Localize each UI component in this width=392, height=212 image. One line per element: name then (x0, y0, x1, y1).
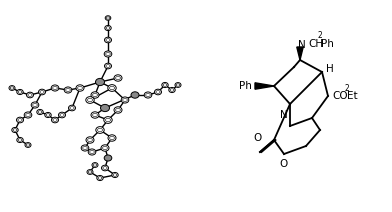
Text: CH: CH (308, 39, 323, 49)
Ellipse shape (92, 163, 98, 167)
Ellipse shape (169, 87, 175, 93)
Ellipse shape (9, 86, 15, 90)
Ellipse shape (104, 51, 112, 57)
Text: H: H (326, 64, 334, 74)
Ellipse shape (58, 112, 65, 118)
Ellipse shape (45, 112, 51, 118)
Text: CO: CO (332, 91, 348, 101)
Ellipse shape (112, 172, 118, 178)
Ellipse shape (31, 102, 39, 108)
Polygon shape (255, 83, 274, 89)
Ellipse shape (105, 63, 111, 69)
Text: N: N (298, 40, 306, 50)
Ellipse shape (12, 127, 18, 132)
Text: Ph: Ph (321, 39, 334, 49)
Ellipse shape (81, 145, 89, 151)
Ellipse shape (91, 92, 99, 98)
Ellipse shape (144, 92, 152, 98)
Ellipse shape (97, 176, 103, 181)
Ellipse shape (162, 82, 168, 88)
Ellipse shape (16, 117, 24, 123)
Ellipse shape (108, 85, 116, 91)
Ellipse shape (91, 112, 99, 118)
Text: Et: Et (347, 91, 358, 101)
Ellipse shape (38, 89, 45, 95)
Ellipse shape (51, 85, 59, 91)
Text: O: O (280, 159, 288, 169)
Ellipse shape (154, 89, 162, 95)
Ellipse shape (86, 137, 94, 143)
Ellipse shape (27, 92, 33, 98)
Ellipse shape (76, 85, 84, 91)
Ellipse shape (104, 155, 112, 161)
Ellipse shape (105, 25, 111, 31)
Text: N: N (280, 110, 288, 120)
Ellipse shape (69, 105, 76, 111)
Ellipse shape (104, 117, 112, 123)
Ellipse shape (64, 87, 72, 93)
Ellipse shape (87, 170, 93, 174)
Ellipse shape (102, 165, 109, 171)
Ellipse shape (86, 97, 94, 103)
Ellipse shape (114, 107, 122, 113)
Ellipse shape (96, 127, 104, 133)
Ellipse shape (24, 112, 32, 118)
Ellipse shape (100, 104, 109, 112)
Ellipse shape (101, 145, 109, 151)
Ellipse shape (17, 89, 23, 95)
Ellipse shape (25, 143, 31, 147)
Ellipse shape (105, 37, 111, 43)
Text: Ph: Ph (239, 81, 252, 91)
Text: O: O (254, 133, 262, 143)
Ellipse shape (51, 117, 58, 123)
Text: 2: 2 (318, 31, 323, 40)
Ellipse shape (175, 83, 181, 87)
Polygon shape (297, 47, 303, 60)
Ellipse shape (17, 137, 23, 142)
Ellipse shape (88, 149, 96, 155)
Ellipse shape (131, 92, 139, 98)
Text: 2: 2 (345, 84, 349, 93)
Ellipse shape (105, 16, 111, 20)
Ellipse shape (37, 109, 43, 114)
Ellipse shape (114, 75, 122, 81)
Ellipse shape (108, 135, 116, 141)
Ellipse shape (121, 97, 129, 103)
Ellipse shape (96, 78, 105, 86)
